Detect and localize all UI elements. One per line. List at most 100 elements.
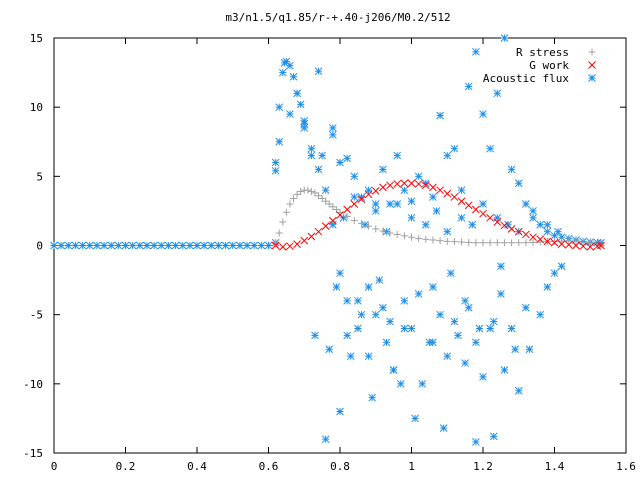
g-work-point [336,211,344,219]
acoustic-flux-point [107,241,116,250]
acoustic-flux-point [454,331,462,340]
r-stress-point [529,238,537,246]
g-work-point [293,240,301,248]
acoustic-flux-point [150,241,158,250]
acoustic-flux-point [114,241,123,250]
r-stress-point [357,219,365,227]
acoustic-flux-point [407,324,416,333]
acoustic-flux-point [350,172,359,181]
r-stress-point [322,197,330,205]
acoustic-flux-point [493,89,502,98]
acoustic-flux-point [421,220,430,229]
r-stress-point [458,238,466,246]
acoustic-flux-point [364,186,373,195]
acoustic-flux-point [250,241,259,250]
acoustic-flux-point [393,200,402,208]
g-work-point [450,193,459,201]
r-stress-point [304,186,312,194]
acoustic-flux-point [85,241,94,250]
acoustic-flux-point [436,310,444,319]
acoustic-flux-point [71,241,80,250]
y-tick-label: 5 [36,170,43,183]
g-work-point [514,227,523,236]
g-work-point [479,209,487,218]
g-work-point [371,187,380,195]
acoustic-flux-point [371,310,380,319]
g-work-point [586,243,595,251]
acoustic-flux-point [271,166,280,175]
acoustic-flux-point [318,151,326,160]
acoustic-flux-point [411,414,419,423]
acoustic-flux-point [450,144,459,153]
acoustic-flux-point [371,200,380,208]
g-work-point [564,240,573,249]
r-stress-point [465,238,473,246]
acoustic-flux-point [275,137,284,146]
acoustic-flux-point [300,124,309,132]
r-stress-point [522,239,530,247]
r-stress-point [325,200,333,208]
acoustic-flux-point [328,124,337,132]
r-stress-point [493,239,501,247]
acoustic-flux-point [446,269,455,278]
r-stress-point [558,237,566,245]
acoustic-flux-point [471,338,480,347]
acoustic-flux-point [379,165,387,174]
g-work-point [471,205,480,214]
acoustic-flux-point [457,186,466,195]
g-work-point [457,197,466,206]
g-work-point [393,180,402,188]
acoustic-flux-point [486,324,495,333]
r-stress-point [408,233,415,241]
acoustic-flux-point [468,220,477,229]
acoustic-flux-point [311,331,319,340]
acoustic-flux-point [507,324,516,333]
acoustic-flux-point [343,296,352,305]
acoustic-flux-point [314,165,323,174]
acoustic-flux-point [343,331,352,340]
acoustic-flux-point [307,144,316,153]
acoustic-flux-point [50,241,58,250]
g-work-point [407,179,416,188]
acoustic-flux-point [396,379,405,388]
acoustic-flux-point [382,338,391,347]
acoustic-flux-point [457,213,466,222]
acoustic-flux-point [386,200,394,208]
r-stress-point [515,239,523,247]
g-work-point [386,181,394,190]
g-work-point [364,190,373,199]
g-work-point [414,180,423,188]
acoustic-flux-point [400,296,409,305]
r-stress-point [472,239,480,247]
acoustic-flux-point [550,269,559,278]
ticks: 0 0.2 0.4 0.6 0.8 1 1.2 1.4 1.6 15 10 5 0 -5 -10 -15 [23,32,636,473]
acoustic-flux-point [461,296,469,305]
g-work-point [486,213,495,222]
g-work-point [529,233,537,242]
g-work-point [429,183,437,192]
r-stress-point [579,238,587,246]
data-marks [50,34,605,446]
acoustic-flux-point [336,158,344,167]
r-stress-point [279,218,287,226]
r-stress-point [311,189,319,197]
x-tick-label: 1.6 [616,460,636,473]
acoustic-flux-point [475,324,484,333]
acoustic-flux-point [529,213,537,222]
r-stress-point [329,203,337,211]
legend-label-acoustic-flux: Acoustic flux [483,72,569,85]
acoustic-flux-point [364,352,373,361]
acoustic-flux-point [522,200,530,208]
r-stress-point [393,230,401,238]
acoustic-flux-point [436,111,444,120]
x-tick-label: 0.8 [330,460,350,473]
r-stress-point [318,194,326,202]
acoustic-flux-point [364,283,373,291]
acoustic-flux-point [286,61,294,70]
acoustic-flux-point [450,317,459,326]
acoustic-flux-point [464,303,473,312]
acoustic-flux-point [489,317,498,326]
r-stress-point [297,188,305,196]
acoustic-flux-point [332,283,341,291]
acoustic-flux-point [471,438,480,446]
